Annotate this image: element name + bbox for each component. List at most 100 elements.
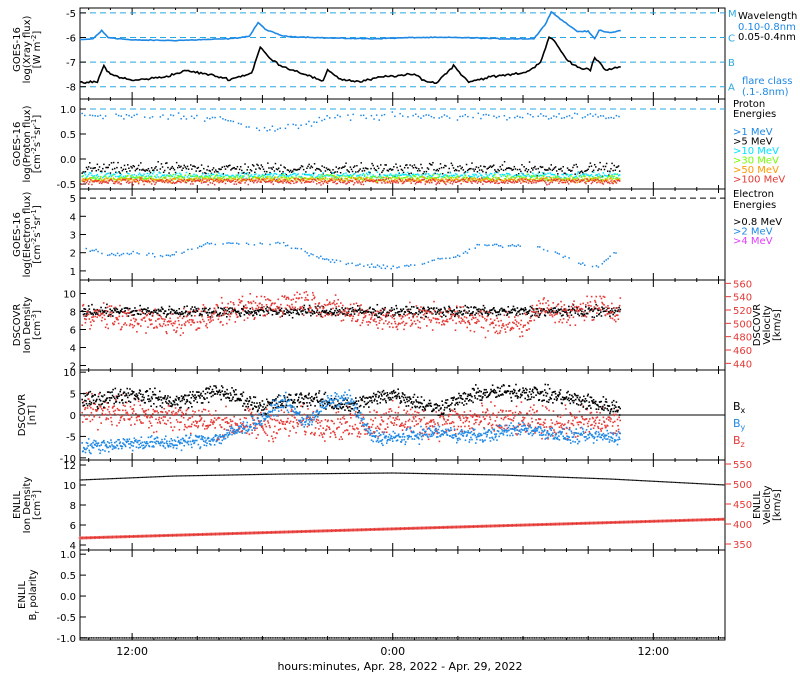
data-point: [458, 170, 460, 172]
data-point: [188, 313, 191, 315]
data-point: [196, 310, 199, 312]
data-point: [188, 173, 191, 176]
data-point: [491, 181, 494, 183]
data-point: [130, 252, 133, 255]
data-point: [518, 309, 521, 312]
data-point: [377, 327, 379, 329]
data-point: [199, 177, 202, 179]
data-point: [160, 179, 163, 181]
data-point: [612, 169, 614, 172]
data-point: [270, 304, 272, 307]
data-point: [441, 323, 443, 326]
data-point: [271, 302, 274, 304]
data-point: [211, 182, 214, 185]
data-point: [399, 314, 402, 317]
data-point: [229, 180, 231, 183]
data-point: [99, 314, 102, 316]
data-point: [138, 253, 140, 255]
data-point: [558, 321, 560, 323]
data-point: [529, 114, 532, 116]
data-point: [580, 175, 583, 178]
data-point: [196, 179, 199, 182]
data-point: [209, 181, 212, 184]
data-point: [221, 302, 224, 304]
data-point: [334, 309, 336, 312]
data-point: [570, 314, 573, 316]
data-point: [125, 177, 128, 180]
y-axis-label-part: ]: [32, 31, 43, 35]
data-point: [517, 173, 520, 175]
data-point: [592, 176, 595, 179]
data-point: [441, 320, 444, 323]
data-point: [297, 177, 300, 180]
data-point: [551, 311, 553, 313]
data-point: [235, 312, 237, 315]
data-point: [198, 314, 201, 317]
data-point: [426, 175, 429, 178]
data-point: [378, 174, 381, 177]
data-point: [197, 327, 199, 329]
data-point: [229, 307, 231, 309]
data-point: [533, 167, 535, 169]
data-point: [290, 176, 293, 178]
data-point: [127, 164, 129, 166]
data-point: [122, 311, 125, 313]
data-point: [224, 174, 227, 176]
data-point: [521, 178, 523, 180]
data-point: [455, 306, 458, 309]
data-point: [113, 307, 115, 310]
data-point: [183, 307, 185, 310]
data-point: [218, 168, 220, 170]
data-point: [571, 173, 573, 176]
data-point: [591, 319, 594, 321]
legend-header: Wavelength: [738, 11, 797, 22]
data-point: [212, 313, 215, 315]
data-point: [275, 168, 278, 170]
data-point: [334, 180, 336, 183]
data-point: [579, 174, 582, 176]
data-point: [306, 167, 308, 170]
data-point: [212, 177, 215, 180]
data-point: [369, 178, 371, 181]
data-point: [474, 306, 477, 309]
data-point: [504, 168, 507, 171]
data-point: [618, 115, 620, 118]
data-point: [339, 179, 342, 182]
data-point: [556, 313, 558, 315]
data-point: [367, 168, 369, 170]
data-point: [406, 180, 408, 182]
data-point: [110, 175, 113, 177]
data-point: [410, 176, 412, 178]
data-point: [87, 173, 90, 176]
data-point: [606, 179, 609, 181]
data-point: [312, 177, 315, 180]
data-point: [555, 178, 558, 181]
data-point: [361, 170, 364, 172]
data-point: [211, 116, 214, 119]
data-point: [423, 318, 426, 320]
data-point: [148, 310, 151, 312]
data-point: [196, 328, 198, 331]
data-point: [422, 314, 425, 316]
data-point: [123, 178, 126, 181]
data-point: [409, 325, 412, 327]
data-point: [194, 177, 196, 180]
data-point: [405, 173, 407, 176]
data-point: [589, 178, 592, 181]
data-point: [481, 313, 484, 316]
data-point: [454, 329, 457, 332]
data-point: [602, 179, 605, 182]
data-point: [493, 319, 496, 322]
data-point: [471, 178, 473, 181]
data-point: [107, 254, 109, 257]
data-point: [540, 177, 543, 179]
data-point: [589, 174, 592, 177]
data-point: [570, 173, 572, 176]
data-point: [110, 305, 113, 307]
data-point: [500, 326, 503, 329]
data-point: [181, 179, 183, 182]
data-point: [358, 180, 360, 182]
data-point: [187, 311, 190, 313]
data-point: [472, 180, 474, 182]
data-point: [511, 176, 513, 178]
